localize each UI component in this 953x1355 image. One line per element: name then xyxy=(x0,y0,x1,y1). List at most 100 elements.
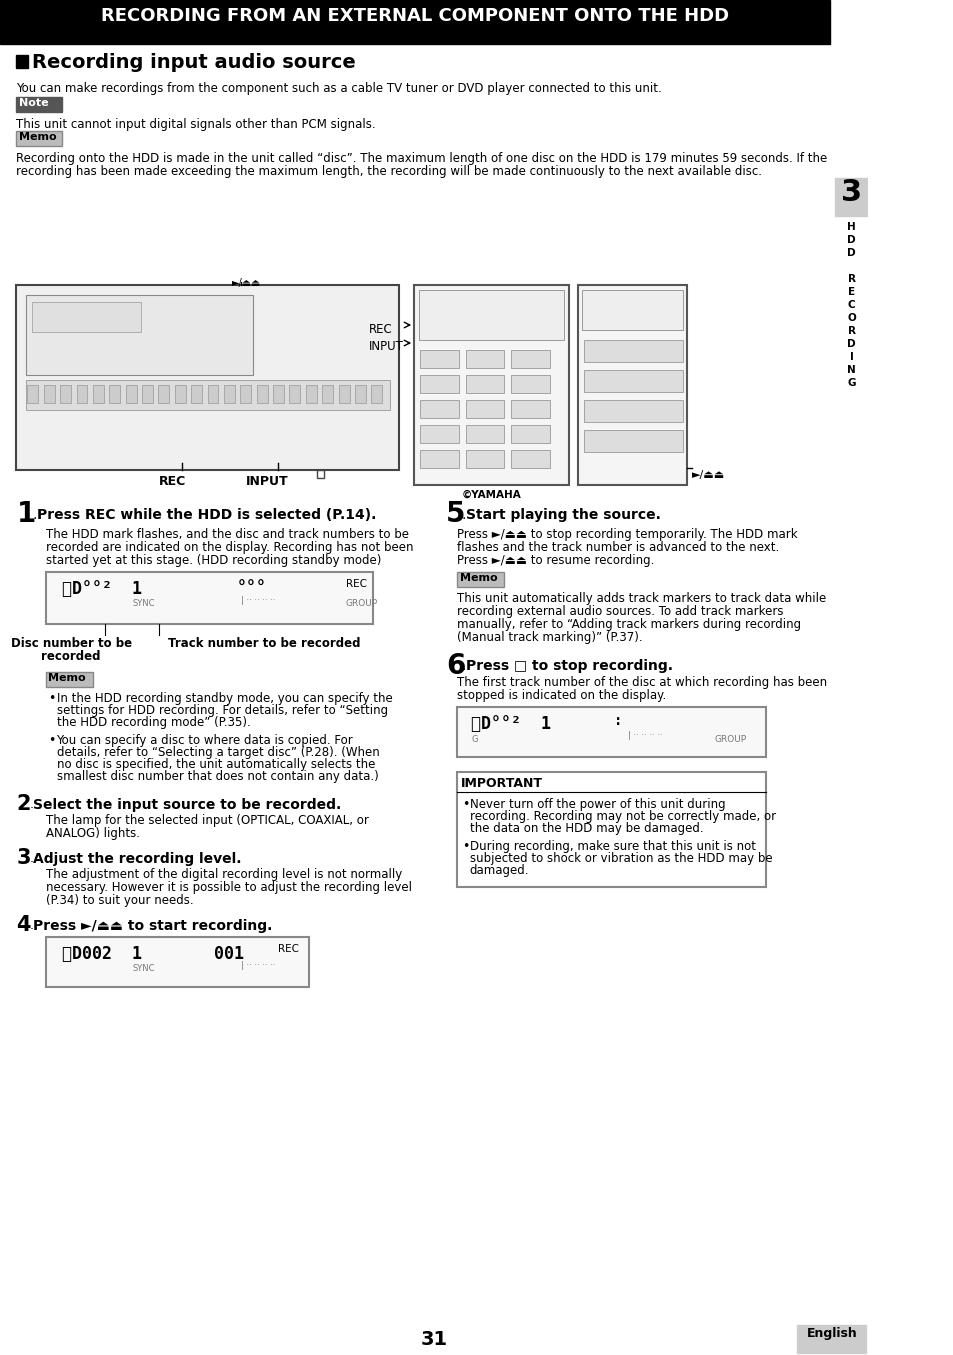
Text: manually, refer to “Adding track markers during recording: manually, refer to “Adding track markers… xyxy=(456,618,801,631)
Text: C: C xyxy=(847,299,855,310)
Bar xyxy=(414,285,568,485)
Bar xyxy=(420,350,458,369)
Text: .: . xyxy=(32,508,42,522)
Bar xyxy=(16,98,62,112)
Text: G: G xyxy=(471,734,477,744)
Text: Press ►/⏏⏏ to stop recording temporarily. The HDD mark: Press ►/⏏⏏ to stop recording temporarily… xyxy=(456,528,797,541)
Bar xyxy=(28,385,38,402)
Text: SYNC: SYNC xyxy=(132,963,154,973)
Bar xyxy=(256,385,268,402)
Text: flashes and the track number is advanced to the next.: flashes and the track number is advanced… xyxy=(456,541,779,554)
Text: RECORDING FROM AN EXTERNAL COMPONENT ONTO THE HDD: RECORDING FROM AN EXTERNAL COMPONENT ONT… xyxy=(101,7,728,24)
Text: necessary. However it is possible to adjust the recording level: necessary. However it is possible to adj… xyxy=(46,881,411,894)
Text: Memo: Memo xyxy=(49,673,86,683)
Text: 31: 31 xyxy=(420,1331,447,1350)
Text: °°°: °°° xyxy=(236,580,267,598)
Text: 001: 001 xyxy=(213,944,244,963)
Bar xyxy=(511,350,549,369)
Text: R: R xyxy=(847,327,855,336)
Text: Track number to be recorded: Track number to be recorded xyxy=(169,637,360,650)
Text: REC: REC xyxy=(368,322,392,336)
Bar xyxy=(31,302,141,332)
Text: You can make recordings from the component such as a cable TV tuner or DVD playe: You can make recordings from the compone… xyxy=(16,83,661,95)
Bar xyxy=(578,285,686,485)
Bar xyxy=(338,385,349,402)
Text: ⓉD°°²  1: ⓉD°°² 1 xyxy=(62,580,142,598)
Bar xyxy=(46,938,309,986)
Bar xyxy=(465,400,504,417)
Text: no disc is specified, the unit automatically selects the: no disc is specified, the unit automatic… xyxy=(56,757,375,771)
Circle shape xyxy=(336,305,355,325)
Text: O: O xyxy=(846,313,855,322)
Text: Select the input source to be recorded.: Select the input source to be recorded. xyxy=(32,798,341,812)
Text: R: R xyxy=(847,274,855,285)
Text: D: D xyxy=(846,234,855,245)
Text: recording has been made exceeding the maximum length, the recording will be made: recording has been made exceeding the ma… xyxy=(16,165,761,178)
Text: •: • xyxy=(49,692,55,705)
Text: Memo: Memo xyxy=(19,131,57,142)
Bar xyxy=(583,430,681,453)
Text: ©YAMAHA: ©YAMAHA xyxy=(461,491,520,500)
Text: Adjust the recording level.: Adjust the recording level. xyxy=(32,852,241,866)
Circle shape xyxy=(264,305,282,325)
Text: REC: REC xyxy=(159,476,187,488)
Text: IMPORTANT: IMPORTANT xyxy=(460,776,542,790)
Bar xyxy=(420,400,458,417)
Text: .: . xyxy=(30,798,38,812)
Text: •: • xyxy=(462,840,469,854)
Text: REC: REC xyxy=(277,944,298,954)
Bar xyxy=(456,572,504,587)
Text: English: English xyxy=(805,1327,856,1340)
Text: ►/⏏⏏: ►/⏏⏏ xyxy=(691,470,724,480)
Bar xyxy=(465,375,504,393)
Bar xyxy=(797,1325,865,1354)
Bar xyxy=(418,290,563,340)
Text: During recording, make sure that this unit is not: During recording, make sure that this un… xyxy=(469,840,755,854)
Bar xyxy=(420,450,458,467)
Text: E: E xyxy=(847,287,855,297)
Text: damaged.: damaged. xyxy=(469,864,529,877)
Bar xyxy=(583,400,681,421)
Bar xyxy=(511,450,549,467)
Text: settings for HDD recording. For details, refer to “Setting: settings for HDD recording. For details,… xyxy=(56,705,387,717)
Text: 4: 4 xyxy=(16,915,30,935)
Bar xyxy=(306,385,316,402)
Bar xyxy=(322,385,333,402)
Text: ►/⏏⏏: ►/⏏⏏ xyxy=(232,278,261,289)
Bar xyxy=(456,772,765,888)
Text: GROUP: GROUP xyxy=(346,599,377,608)
Bar xyxy=(174,385,186,402)
Text: stopped is indicated on the display.: stopped is indicated on the display. xyxy=(456,688,665,702)
Bar xyxy=(420,425,458,443)
Bar xyxy=(60,385,71,402)
Text: •: • xyxy=(462,798,469,812)
Text: REC: REC xyxy=(346,579,367,589)
Text: 3: 3 xyxy=(16,848,30,869)
Bar xyxy=(371,385,382,402)
Text: recording. Recording may not be correctly made, or: recording. Recording may not be correctl… xyxy=(469,810,775,822)
Bar xyxy=(142,385,152,402)
Text: Recording input audio source: Recording input audio source xyxy=(31,53,355,72)
Text: ⓉD002  1: ⓉD002 1 xyxy=(62,944,142,963)
Text: INPUT: INPUT xyxy=(368,340,403,354)
Bar xyxy=(583,370,681,392)
Text: G: G xyxy=(846,378,855,388)
Text: 2: 2 xyxy=(16,794,30,814)
Text: This unit automatically adds track markers to track data while: This unit automatically adds track marke… xyxy=(456,592,825,604)
Text: SYNC: SYNC xyxy=(132,599,154,608)
Text: recorded are indicated on the display. Recording has not been: recorded are indicated on the display. R… xyxy=(46,541,413,554)
Text: Press □ to stop recording.: Press □ to stop recording. xyxy=(465,659,672,673)
Text: INPUT: INPUT xyxy=(246,476,288,488)
Text: details, refer to “Selecting a target disc” (P.28). (When: details, refer to “Selecting a target di… xyxy=(56,747,379,759)
Text: | ·· ·· ·· ··: | ·· ·· ·· ·· xyxy=(627,730,661,740)
Text: You can specify a disc to where data is copied. For: You can specify a disc to where data is … xyxy=(56,734,353,747)
Text: recorded: recorded xyxy=(41,650,101,663)
Text: | ·· ·· ·· ··: | ·· ·· ·· ·· xyxy=(241,596,275,604)
Bar xyxy=(16,285,398,470)
Text: recording external audio sources. To add track markers: recording external audio sources. To add… xyxy=(456,604,782,618)
Text: ANALOG) lights.: ANALOG) lights. xyxy=(46,827,139,840)
Text: .: . xyxy=(462,508,471,522)
Bar xyxy=(465,425,504,443)
Text: smallest disc number that does not contain any data.): smallest disc number that does not conta… xyxy=(56,770,378,783)
Text: Recording onto the HDD is made in the unit called “disc”. The maximum length of : Recording onto the HDD is made in the un… xyxy=(16,152,827,165)
